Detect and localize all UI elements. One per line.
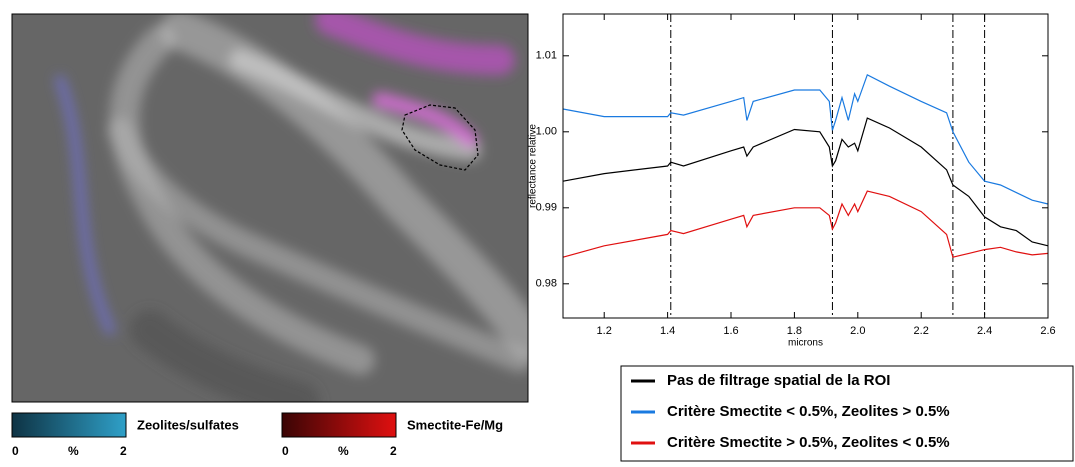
- x-tick-label: 1.4: [660, 325, 675, 337]
- colorbar-tick-label: 2: [390, 444, 397, 458]
- colorbar-tick-label: 2: [120, 444, 127, 458]
- colorbar-tick-label: %: [338, 444, 349, 458]
- colorbar-tick-label: 0: [12, 444, 19, 458]
- legend-label: Critère Smectite < 0.5%, Zeolites > 0.5%: [667, 403, 950, 420]
- y-tick-label: 1.01: [536, 50, 557, 62]
- line-series: [562, 190, 1049, 258]
- x-tick-label: 1.2: [597, 325, 612, 337]
- legend-label: Pas de filtrage spatial de la ROI: [667, 372, 890, 389]
- colorbar-label: Zeolites/sulfates: [137, 417, 239, 432]
- x-tick-label: 1.8: [787, 325, 802, 337]
- x-tick-label: 2.2: [914, 325, 929, 337]
- legend-box: [620, 365, 1074, 462]
- colorbar: [281, 412, 397, 438]
- satellite-image: [12, 14, 528, 402]
- y-tick-label: 1.00: [536, 126, 557, 138]
- y-tick-label: 0.98: [536, 278, 557, 290]
- colorbar-tick-label: %: [68, 444, 79, 458]
- line-series: [562, 73, 1049, 205]
- x-tick-label: 2.0: [850, 325, 865, 337]
- line-series: [562, 117, 1049, 247]
- x-tick-label: 2.6: [1040, 325, 1055, 337]
- y-axis-label: reflectance relative: [528, 124, 539, 208]
- plot-frame: [562, 13, 1049, 319]
- legend-label: Critère Smectite > 0.5%, Zeolites < 0.5%: [667, 434, 950, 451]
- colorbar: [11, 412, 127, 438]
- x-axis-label: microns: [788, 338, 823, 349]
- image-frame: [11, 13, 529, 403]
- x-tick-label: 2.4: [977, 325, 992, 337]
- y-tick-label: 0.99: [536, 202, 557, 214]
- colorbar-tick-label: 0: [282, 444, 289, 458]
- colorbar-label: Smectite-Fe/Mg: [407, 417, 503, 432]
- x-tick-label: 1.6: [723, 325, 738, 337]
